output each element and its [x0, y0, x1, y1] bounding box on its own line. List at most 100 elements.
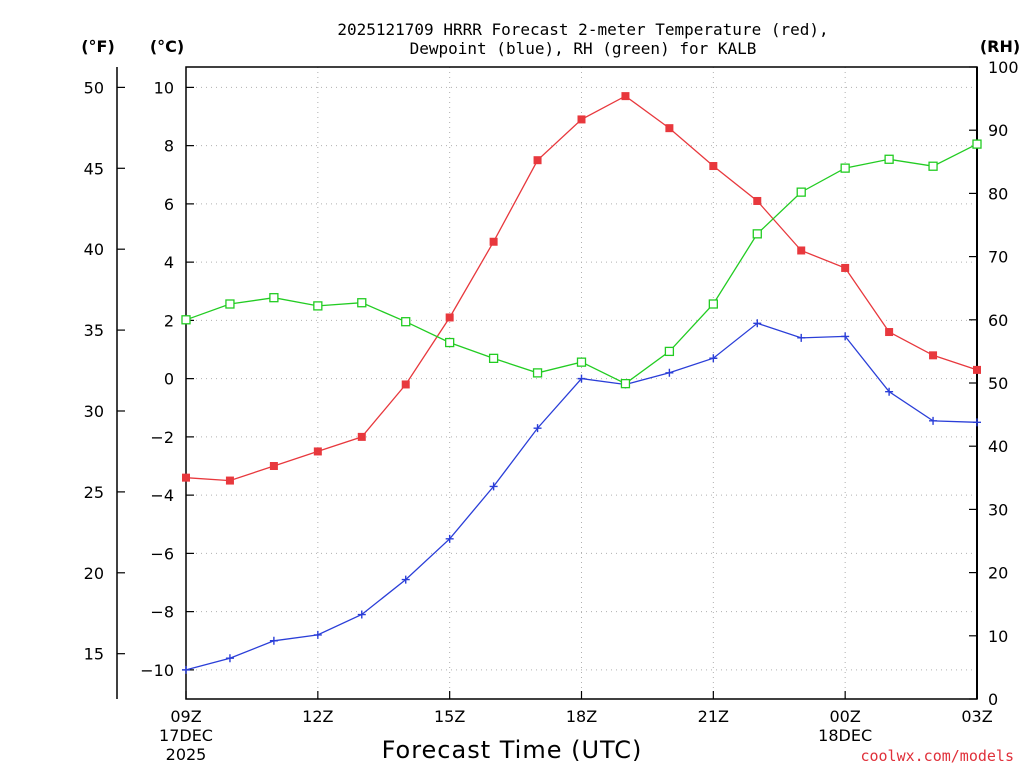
- dewpoint-point: [533, 424, 542, 433]
- fahrenheit-tick-label: 30: [84, 402, 104, 421]
- celsius-tick-label: −6: [150, 544, 174, 563]
- source-credit: coolwx.com/models: [860, 747, 1014, 765]
- rh-tick-label: 20: [988, 564, 1008, 583]
- rh-tick-label: 50: [988, 374, 1008, 393]
- x-tick-label: 21Z: [698, 707, 729, 726]
- rh-point: [357, 298, 367, 308]
- temperature-point: [182, 473, 190, 482]
- temperature-point: [489, 237, 498, 246]
- temperature-point: [533, 156, 542, 165]
- dewpoint-point: [841, 332, 850, 341]
- temperature-point: [753, 196, 762, 205]
- rh-point: [752, 229, 762, 239]
- rh-tick-label: 90: [988, 121, 1008, 140]
- dewpoint-point: [709, 354, 718, 363]
- dewpoint-point: [182, 665, 190, 674]
- celsius-tick-label: −8: [150, 603, 174, 622]
- x-tick-date: 17DEC: [159, 726, 213, 745]
- dewpoint-point: [269, 636, 278, 645]
- rh-point: [269, 293, 279, 303]
- x-tick-label: 18Z: [566, 707, 597, 726]
- dewpoint-point: [401, 575, 410, 584]
- x-tick-label: 12Z: [302, 707, 333, 726]
- rh-point: [972, 139, 982, 149]
- temperature-point: [445, 313, 454, 322]
- rh-tick-label: 70: [988, 248, 1008, 267]
- x-tick-label: 09Z: [170, 707, 201, 726]
- temperature-point: [313, 447, 322, 456]
- x-tick-label: 03Z: [961, 707, 992, 726]
- rh-point: [620, 378, 631, 389]
- temperature-point: [973, 365, 981, 374]
- temperature-point: [929, 351, 938, 360]
- fahrenheit-tick-label: 25: [84, 483, 104, 502]
- rh-point: [401, 317, 411, 327]
- x-tick-date: 18DEC: [818, 726, 872, 745]
- celsius-tick-label: −2: [150, 428, 174, 447]
- temperature-point: [797, 246, 806, 255]
- dewpoint-point: [313, 630, 322, 639]
- temperature-point: [709, 162, 718, 171]
- rh-point: [488, 353, 499, 364]
- x-tick-label: 00Z: [830, 707, 861, 726]
- rh-tick-label: 40: [988, 437, 1008, 456]
- rh-point: [796, 187, 806, 197]
- celsius-tick-labels: 10 8 6 4 2 0 −2 −4 −6 −8 −10: [140, 78, 194, 680]
- rh-tick-label: 0: [988, 690, 998, 709]
- temperature-point: [269, 462, 278, 471]
- dewpoint-point: [929, 416, 938, 425]
- dewpoint-point: [357, 610, 366, 619]
- rh-point: [928, 161, 938, 171]
- fahrenheit-tick-label: 35: [84, 321, 104, 340]
- temperature-point: [885, 328, 894, 337]
- gridlines: [186, 67, 977, 699]
- rh-point: [840, 163, 850, 173]
- temperature-point: [621, 92, 630, 101]
- rh-unit-label: (RH): [980, 37, 1020, 56]
- temperature-point: [357, 432, 366, 441]
- celsius-tick-label: 2: [164, 311, 174, 330]
- temperature-point: [401, 380, 410, 389]
- series-layer: [181, 92, 982, 674]
- rh-tick-label: 80: [988, 184, 1008, 203]
- x-tick-label: 15Z: [434, 707, 465, 726]
- temperature-point: [841, 263, 850, 272]
- fahrenheit-tick-label: 40: [84, 240, 104, 259]
- fahrenheit-tick-label: 15: [84, 645, 104, 664]
- dewpoint-point: [489, 482, 498, 491]
- rh-point: [225, 299, 235, 309]
- x-tick-year: 2025: [166, 745, 207, 764]
- celsius-tick-label: 10: [154, 78, 174, 97]
- rh-tick-label: 60: [988, 311, 1008, 330]
- celsius-tick-label: 0: [164, 370, 174, 389]
- fahrenheit-unit-label: (°F): [81, 37, 115, 56]
- fahrenheit-tick-label: 20: [84, 564, 104, 583]
- celsius-tick-label: 8: [164, 137, 174, 156]
- rh-point: [445, 337, 455, 348]
- chart-title-line2: Dewpoint (blue), RH (green) for KALB: [410, 39, 757, 58]
- rh-point: [576, 357, 587, 367]
- rh-tick-label: 10: [988, 627, 1008, 646]
- rh-tick-label: 100: [988, 58, 1019, 77]
- rh-tick-label: 30: [988, 500, 1008, 519]
- celsius-tick-label: 4: [164, 253, 174, 272]
- dewpoint-point: [225, 654, 234, 663]
- dewpoint-point: [445, 534, 454, 543]
- x-axis-label: Forecast Time (UTC): [382, 736, 643, 764]
- celsius-tick-label: 6: [164, 195, 174, 214]
- rh-point: [313, 301, 323, 311]
- fahrenheit-tick-label: 45: [84, 159, 104, 178]
- chart-title-line1: 2025121709 HRRR Forecast 2-meter Tempera…: [337, 20, 828, 39]
- dewpoint-point: [973, 418, 981, 427]
- rh-point: [532, 368, 543, 378]
- rh-point: [664, 346, 675, 357]
- fahrenheit-tick-label: 50: [84, 78, 104, 97]
- rh-point: [181, 315, 191, 325]
- temperature-point: [665, 124, 674, 133]
- dewpoint-point: [577, 374, 586, 383]
- dewpoint-point: [665, 368, 674, 377]
- celsius-unit-label: (°C): [150, 37, 184, 56]
